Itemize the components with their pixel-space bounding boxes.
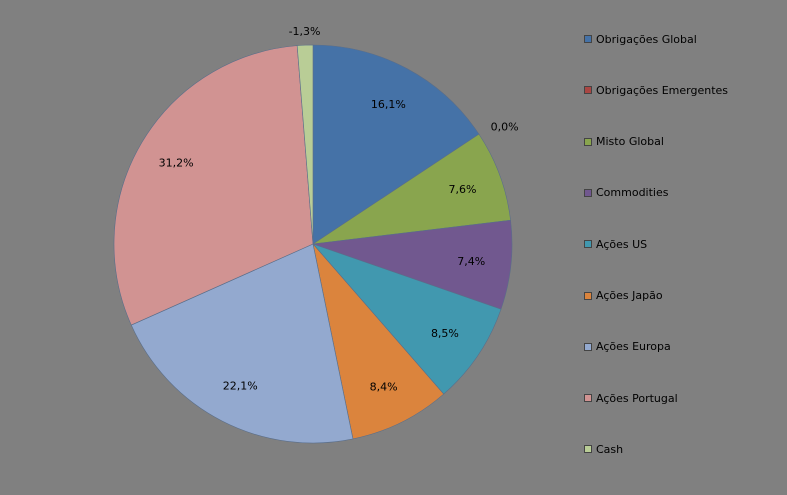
legend-label-1: Obrigações Emergentes xyxy=(596,83,729,97)
pie-slice-6 xyxy=(130,243,354,444)
pie-slice-5 xyxy=(312,242,445,440)
legend-swatch-6 xyxy=(584,342,592,351)
data-label-1: 0,0% xyxy=(491,120,519,133)
legend-swatch-3 xyxy=(584,188,592,197)
legend-item-8: Cash xyxy=(584,439,623,459)
legend-swatch-5 xyxy=(584,291,592,300)
legend-item-7: Ações Portugal xyxy=(584,388,678,408)
pie-slice-4 xyxy=(312,243,502,395)
legend-swatch-7 xyxy=(584,394,592,403)
legend-item-6: Ações Europa xyxy=(584,337,671,357)
legend-swatch-1 xyxy=(584,86,592,95)
pie-slice-0 xyxy=(312,44,480,245)
legend-item-0: Obrigações Global xyxy=(584,29,697,49)
data-label-6: 22,1% xyxy=(223,380,258,393)
legend-label-3: Commodities xyxy=(596,186,669,200)
legend-swatch-2 xyxy=(584,137,592,146)
legend-item-1: Obrigações Emergentes xyxy=(584,80,728,100)
legend-label-5: Ações Japão xyxy=(596,289,663,302)
data-label-0: 16,1% xyxy=(371,98,406,111)
pie-slice-7 xyxy=(113,45,314,326)
data-label-4: 8,5% xyxy=(431,327,459,340)
data-label-5: 8,4% xyxy=(370,381,398,394)
legend-label-4: Ações US xyxy=(596,237,648,251)
pie-slice-8 xyxy=(296,44,314,245)
legend-item-4: Ações US xyxy=(584,234,647,254)
legend-swatch-4 xyxy=(584,240,592,249)
legend-swatch-8 xyxy=(584,445,592,454)
data-label-3: 7,4% xyxy=(457,255,485,268)
legend-label-0: Obrigações Global xyxy=(596,32,697,46)
data-label-2: 7,6% xyxy=(448,183,476,196)
legend-label-7: Ações Portugal xyxy=(596,391,678,405)
legend-label-6: Ações Europa xyxy=(596,340,671,354)
legend-item-5: Ações Japão xyxy=(584,286,663,306)
data-label-7: 31,2% xyxy=(159,157,194,170)
legend-label-2: Misto Global xyxy=(596,135,664,149)
legend-item-2: Misto Global xyxy=(584,132,664,152)
legend-item-3: Commodities xyxy=(584,183,668,203)
legend-label-8: Cash xyxy=(596,442,624,456)
legend-swatch-0 xyxy=(584,35,592,43)
data-label-8: -1,3% xyxy=(289,25,321,38)
